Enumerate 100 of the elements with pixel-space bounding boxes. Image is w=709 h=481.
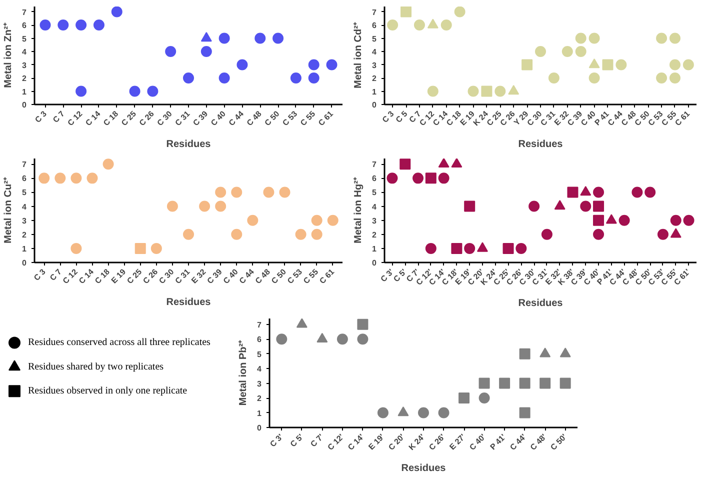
y-axis-title: Metal ion Cd²⁺ (353, 22, 364, 88)
y-tick-label: 3 (22, 216, 28, 226)
y-tick-label: 0 (22, 258, 28, 268)
x-tick-label: C 5 (394, 108, 410, 124)
y-tick-label: 5 (22, 188, 28, 198)
y-tick-label: 4 (372, 202, 378, 212)
x-axis-title: Residues (166, 296, 212, 308)
y-tick-label: 3 (257, 379, 262, 388)
y-tick-label: 3 (372, 216, 378, 226)
x-tick-label: C 31 (173, 108, 192, 128)
y-tick-label: 1 (22, 87, 28, 96)
y-tick-label: 4 (372, 48, 378, 57)
y-tick-label: 6 (257, 335, 262, 344)
x-tick-label: C 26 (141, 266, 160, 286)
y-tick-label: 1 (22, 244, 28, 254)
x-tick-label: P 41' (488, 432, 508, 452)
x-tick-label: C 53 (280, 108, 300, 128)
x-tick-label: C 40' (468, 432, 488, 452)
y-axis-title: Metal ion Pb²⁺ (238, 339, 250, 406)
y-tick-label: 4 (257, 364, 262, 374)
x-tick-label: C 7 (51, 108, 67, 124)
y-tick-label: 7 (372, 160, 378, 170)
x-tick-label: C 26 (138, 108, 156, 128)
legend-label: Residues observed in only one replicate (28, 386, 188, 397)
x-tick-label: C 3' (268, 432, 285, 449)
y-tick-label: 5 (372, 34, 378, 44)
x-tick-label: C 50 (262, 108, 282, 128)
x-tick-label: C 55 (302, 266, 320, 286)
y-tick-label: 2 (372, 74, 378, 84)
legend-label: Residues conserved across all three replicates (28, 337, 211, 348)
x-tick-label: E 19 (110, 266, 128, 286)
x-axis-title: Residues (518, 138, 564, 150)
y-tick-label: 4 (22, 48, 28, 57)
x-tick-label: C 7' (308, 432, 326, 449)
y-tick-label: 2 (372, 230, 378, 240)
y-tick-label: 7 (22, 8, 28, 17)
y-tick-label: 6 (22, 174, 28, 184)
y-tick-label: 0 (257, 424, 262, 432)
y-tick-label: 6 (372, 21, 378, 30)
y-axis-title: Metal ion Zn²⁺ (3, 22, 14, 88)
y-tick-label: 7 (22, 160, 28, 170)
x-tick-label: C 48' (528, 432, 548, 452)
x-tick-label: C 25 (125, 266, 144, 286)
x-tick-label: C 30 (155, 108, 174, 128)
x-tick-label: C 7 (48, 266, 64, 282)
x-tick-label: C 39 (191, 108, 210, 128)
x-tick-label: C 25 (120, 108, 138, 128)
y-tick-label: 6 (22, 21, 28, 30)
x-tick-label: C 20' (386, 432, 406, 452)
x-tick-label: C 5' (288, 432, 306, 449)
x-tick-label: C 14 (77, 266, 96, 286)
x-tick-label: C 44 (227, 108, 246, 128)
y-tick-label: 0 (372, 100, 378, 110)
y-tick-label: 3 (372, 60, 378, 70)
x-tick-label: C 48 (244, 108, 264, 128)
y-tick-label: 4 (22, 202, 28, 212)
x-tick-label: C 3 (32, 266, 48, 282)
y-tick-label: 3 (22, 60, 28, 70)
x-tick-label: C 18 (93, 266, 112, 286)
x-tick-label: C 26' (427, 432, 448, 452)
y-axis-title: Metal ion Hg²⁺ (353, 176, 364, 244)
y-tick-label: 1 (372, 244, 378, 254)
y-tick-label: 5 (372, 188, 378, 198)
x-tick-label: C 14 (84, 108, 103, 128)
x-tick-label: C 14' (346, 432, 366, 452)
x-tick-label: C 3 (380, 108, 396, 124)
y-tick-label: 1 (372, 87, 378, 96)
y-tick-label: 5 (257, 350, 262, 359)
x-tick-label: C 55 (298, 108, 318, 128)
y-tick-label: 7 (257, 320, 262, 330)
x-tick-label: C 12 (66, 108, 85, 128)
y-tick-label: 2 (257, 394, 262, 404)
y-axis-title: Metal ion Cu²⁺ (3, 176, 14, 244)
y-tick-label: 2 (22, 230, 28, 240)
x-tick-label: C 61 (316, 108, 336, 128)
x-tick-label: E 19' (366, 432, 386, 452)
y-tick-label: 0 (22, 100, 28, 110)
x-tick-label: C 12' (326, 432, 346, 452)
x-axis-title: Residues (518, 298, 564, 310)
x-axis-title: Residues (166, 138, 212, 150)
x-tick-label: C 3 (33, 108, 49, 124)
x-tick-label: E 27' (448, 432, 468, 452)
legend-label: Residues shared by two replicates (28, 361, 164, 372)
y-tick-label: 7 (372, 8, 378, 17)
y-tick-label: 6 (372, 174, 378, 184)
x-tick-label: C 50' (548, 432, 569, 452)
y-tick-label: 2 (22, 74, 28, 84)
x-tick-label: C 50 (270, 266, 288, 286)
x-tick-label: C 44 (238, 266, 256, 286)
x-tick-label: C 12 (61, 266, 80, 286)
x-tick-label: C 61 (318, 266, 336, 286)
x-tick-label: C 48 (254, 266, 272, 286)
y-tick-label: 5 (22, 34, 28, 44)
y-tick-label: 0 (372, 258, 378, 268)
x-axis-title: Residues (401, 463, 446, 474)
x-tick-label: K 24' (407, 432, 427, 452)
x-tick-label: C 44' (508, 432, 528, 452)
y-tick-label: 1 (257, 408, 262, 418)
x-tick-label: C 53 (286, 266, 304, 286)
x-tick-label: C 18 (102, 108, 120, 128)
